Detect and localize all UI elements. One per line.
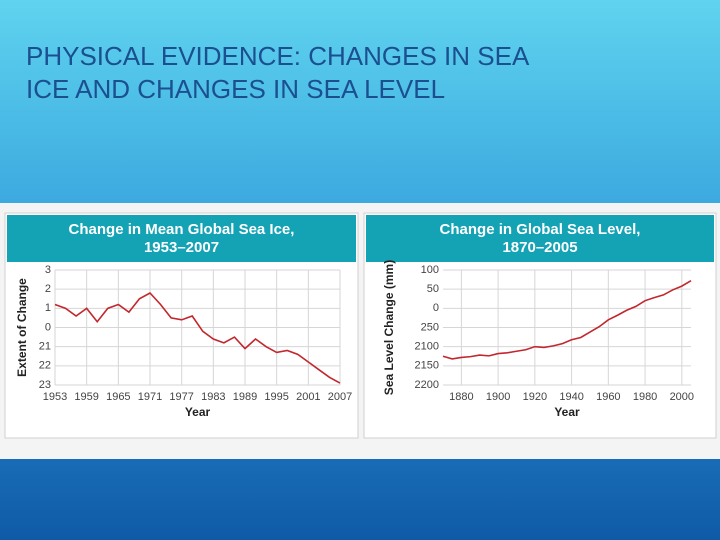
y-axis-label: Sea Level Change (mm) [382,260,396,395]
chart-title: Change in Mean Global Sea Ice, [69,221,295,238]
y-tick-label: 1 [45,302,51,314]
x-tick-label: 2000 [670,391,694,403]
series-line [442,280,692,360]
y-tick-label: 50 [427,283,439,295]
x-axis-label: Year [185,405,211,419]
chart-header [7,215,356,262]
x-tick-label: 1953 [43,391,67,403]
x-tick-label: 1880 [449,391,473,403]
y-tick-label: 2200 [415,379,439,391]
x-tick-label: 1995 [264,391,288,403]
chart-title: 1953–2007 [144,239,219,256]
y-tick-label: 23 [39,379,51,391]
chart-header [366,215,714,262]
y-tick-label: 2 [45,283,51,295]
chart-title: Change in Global Sea Level, [440,221,641,238]
chart-title: 1870–2005 [502,239,577,256]
x-tick-label: 1983 [201,391,225,403]
y-tick-label: 2150 [415,360,439,372]
x-tick-label: 1940 [559,391,583,403]
y-tick-label: 3 [45,264,51,276]
x-tick-label: 1989 [233,391,257,403]
x-tick-label: 2001 [296,391,320,403]
y-tick-label: 0 [45,321,51,333]
x-tick-label: 1965 [106,391,130,403]
x-tick-label: 1920 [523,391,547,403]
y-tick-label: 22 [39,360,51,372]
x-tick-label: 1971 [138,391,162,403]
y-tick-label: 0 [433,302,439,314]
y-axis-label: Extent of Change [15,278,29,377]
slide-title: PHYSICAL EVIDENCE: CHANGES IN SEA ICE AN… [26,41,528,104]
y-tick-label: 250 [421,321,439,333]
charts: Change in Mean Global Sea Ice,1953–2007 3… [4,212,717,439]
x-tick-label: 1977 [169,391,193,403]
x-tick-label: 1900 [486,391,510,403]
x-tick-label: 1959 [74,391,98,403]
x-axis-label: Year [554,405,580,419]
x-tick-label: 1980 [633,391,657,403]
series-line [54,291,341,384]
x-tick-label: 2007 [328,391,352,403]
y-tick-label: 21 [39,341,51,353]
y-tick-label: 2100 [415,341,439,353]
chart-panel: Change in Mean Global Sea Ice, 1953–2007 3… [0,203,720,459]
x-tick-label: 1960 [596,391,620,403]
y-tick-label: 100 [421,264,439,276]
